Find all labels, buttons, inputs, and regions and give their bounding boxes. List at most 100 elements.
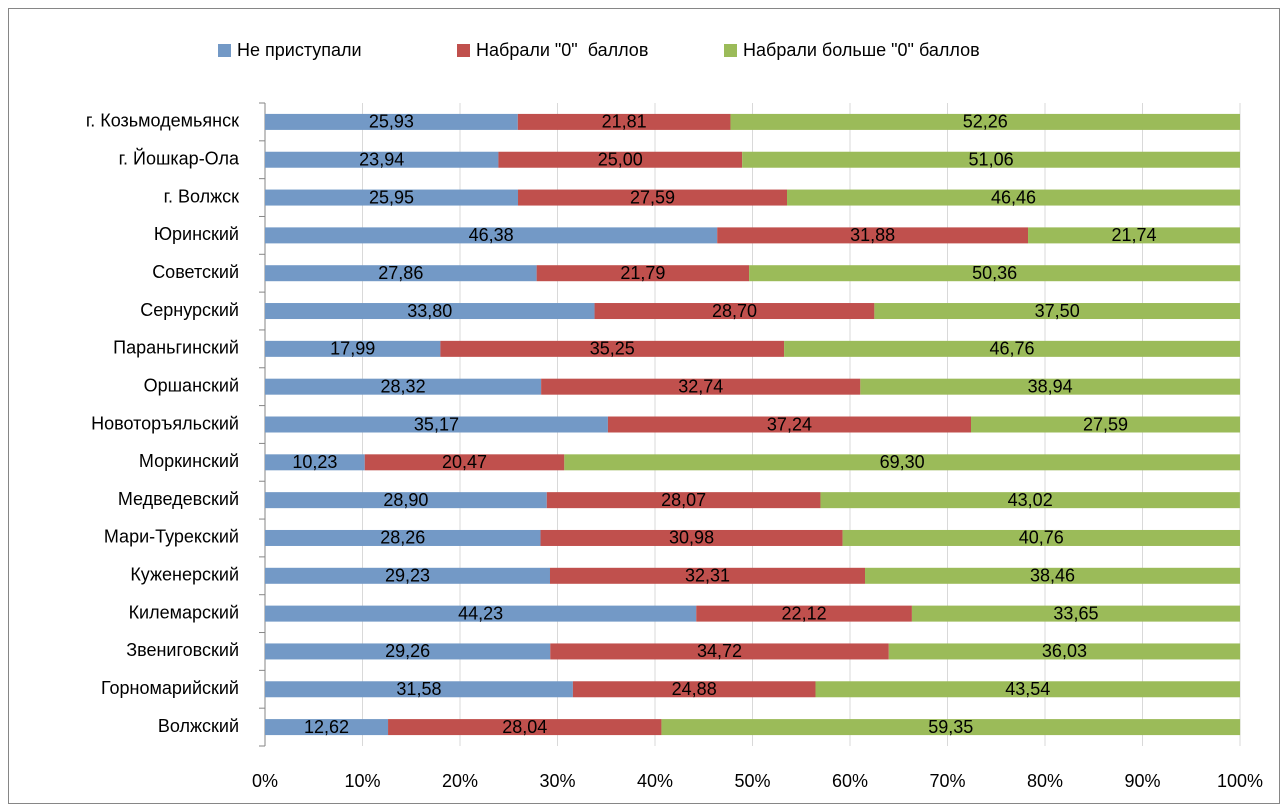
bar-segment bbox=[265, 605, 697, 622]
bar-segment bbox=[440, 340, 785, 357]
data-label: 25,93 bbox=[369, 112, 414, 132]
y-tick-label: Звениговский bbox=[126, 640, 239, 660]
bar-segment bbox=[265, 454, 365, 471]
bar-segment bbox=[572, 681, 816, 698]
bar-segment bbox=[911, 605, 1240, 622]
x-tick-label: 30% bbox=[539, 771, 575, 791]
bar-segment bbox=[784, 340, 1240, 357]
data-label: 51,06 bbox=[969, 149, 1014, 169]
data-label: 38,46 bbox=[1030, 566, 1075, 586]
x-tick-label: 80% bbox=[1027, 771, 1063, 791]
legend-label: Не приступали bbox=[237, 40, 362, 60]
legend-label: Набрали "0" баллов bbox=[476, 40, 648, 60]
bar-segment bbox=[265, 643, 551, 660]
data-label: 32,74 bbox=[678, 376, 723, 396]
bar-segment bbox=[888, 643, 1241, 660]
y-tick-label: г. Волжск bbox=[164, 186, 240, 206]
data-label: 28,90 bbox=[383, 490, 428, 510]
bar-segment bbox=[874, 303, 1240, 320]
data-label: 28,32 bbox=[381, 376, 426, 396]
data-label: 52,26 bbox=[963, 112, 1008, 132]
bar-segment bbox=[607, 416, 971, 433]
data-label: 21,81 bbox=[602, 112, 647, 132]
y-tick-label: Килемарский bbox=[129, 602, 239, 622]
data-label: 46,38 bbox=[469, 225, 514, 245]
data-label: 27,86 bbox=[378, 263, 423, 283]
data-label: 50,36 bbox=[972, 263, 1017, 283]
x-tick-label: 40% bbox=[637, 771, 673, 791]
bar-segment bbox=[730, 113, 1240, 130]
bar-segment bbox=[265, 151, 499, 168]
data-label: 43,02 bbox=[1008, 490, 1053, 510]
legend-label: Набрали больше "0" баллов bbox=[743, 40, 980, 60]
data-label: 27,59 bbox=[630, 187, 675, 207]
bar-segment bbox=[265, 567, 550, 584]
data-label: 44,23 bbox=[458, 603, 503, 623]
bar-segment bbox=[265, 681, 573, 698]
y-tick-label: Новоторъяльский bbox=[91, 413, 239, 433]
legend-swatch bbox=[724, 44, 737, 57]
x-tick-label: 0% bbox=[252, 771, 278, 791]
data-label: 27,59 bbox=[1083, 414, 1128, 434]
bar-segment bbox=[815, 681, 1240, 698]
bar-segment bbox=[265, 265, 537, 282]
data-label: 20,47 bbox=[442, 452, 487, 472]
data-label: 29,23 bbox=[385, 566, 430, 586]
bar-segment bbox=[842, 529, 1240, 546]
bar-segment bbox=[564, 454, 1240, 471]
y-tick-label: Мари-Турекский bbox=[104, 527, 239, 547]
data-label: 36,03 bbox=[1042, 641, 1087, 661]
y-tick-label: Сернурский bbox=[140, 300, 239, 320]
data-label: 37,24 bbox=[767, 414, 812, 434]
x-tick-label: 70% bbox=[929, 771, 965, 791]
bar-segment bbox=[540, 529, 843, 546]
data-label: 28,26 bbox=[380, 528, 425, 548]
x-tick-label: 60% bbox=[832, 771, 868, 791]
data-label: 28,07 bbox=[661, 490, 706, 510]
bar-segment bbox=[550, 643, 889, 660]
bar-segment bbox=[1028, 227, 1240, 244]
bar-segment bbox=[518, 189, 788, 206]
bar-segment bbox=[265, 378, 542, 395]
data-label: 28,04 bbox=[502, 717, 547, 737]
bar-segment bbox=[498, 151, 743, 168]
y-tick-label: Куженерский bbox=[130, 565, 239, 585]
data-label: 30,98 bbox=[669, 528, 714, 548]
data-label: 33,65 bbox=[1053, 603, 1098, 623]
bar-segment bbox=[536, 265, 750, 282]
y-tick-label: Советский bbox=[152, 262, 239, 282]
bar-segment bbox=[696, 605, 912, 622]
data-label: 21,74 bbox=[1111, 225, 1156, 245]
bar-segment bbox=[661, 719, 1241, 736]
data-label: 32,31 bbox=[685, 566, 730, 586]
bar-segment bbox=[364, 454, 565, 471]
bar-segment bbox=[265, 416, 608, 433]
bar-segment bbox=[865, 567, 1240, 584]
y-tick-label: Моркинский bbox=[139, 451, 239, 471]
bar-segment bbox=[717, 227, 1029, 244]
bar-segment bbox=[265, 113, 518, 130]
data-label: 24,88 bbox=[672, 679, 717, 699]
x-tick-label: 90% bbox=[1124, 771, 1160, 791]
data-label: 33,80 bbox=[407, 301, 452, 321]
x-tick-label: 10% bbox=[344, 771, 380, 791]
data-label: 43,54 bbox=[1005, 679, 1050, 699]
bar-segment bbox=[549, 567, 866, 584]
data-label: 46,46 bbox=[991, 187, 1036, 207]
bar-segment bbox=[265, 492, 547, 509]
data-label: 22,12 bbox=[782, 603, 827, 623]
data-label: 31,88 bbox=[850, 225, 895, 245]
y-tick-label: Юринский bbox=[154, 224, 239, 244]
x-tick-label: 50% bbox=[734, 771, 770, 791]
data-label: 40,76 bbox=[1019, 528, 1064, 548]
y-tick-label: г. Йошкар-Ола bbox=[119, 147, 240, 168]
bar-segment bbox=[749, 265, 1241, 282]
data-label: 46,76 bbox=[990, 339, 1035, 359]
data-label: 17,99 bbox=[330, 339, 375, 359]
data-label: 31,58 bbox=[396, 679, 441, 699]
data-label: 28,70 bbox=[712, 301, 757, 321]
bar-segment bbox=[970, 416, 1240, 433]
y-tick-label: Медведевский bbox=[118, 489, 239, 509]
y-tick-label: Параньгинский bbox=[113, 338, 239, 358]
